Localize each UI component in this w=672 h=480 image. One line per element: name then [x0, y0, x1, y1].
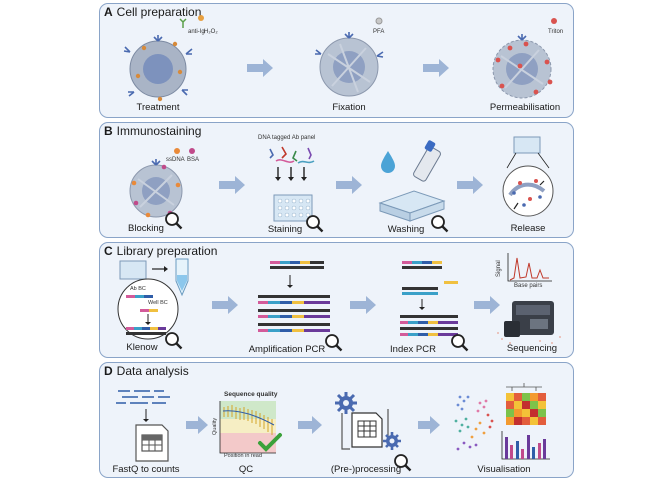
panel-data-analysis: D Data analysis — [99, 362, 574, 478]
check-icon — [258, 433, 282, 452]
sequencer-icon — [497, 301, 561, 344]
stage-preprocessing: (Pre-)processing — [330, 464, 402, 475]
stage-fixation: Fixation — [332, 102, 366, 113]
base-pairs-label: Base pairs — [514, 283, 543, 289]
processing-table-icon — [341, 409, 389, 450]
qc-chart-icon — [219, 401, 276, 454]
panel-letter: A — [104, 5, 113, 19]
panel-title: C Library preparation — [104, 244, 217, 258]
panel-title: A Cell preparation — [104, 5, 201, 19]
ssdna-legend-icon — [174, 148, 180, 154]
stage-amplification-pcr: Amplification PCR — [248, 344, 326, 355]
well-plate-icon — [273, 194, 313, 222]
panel-title: B Immunostaining — [104, 124, 201, 138]
blocking-cell-icon — [129, 159, 183, 218]
release-plate-icon — [502, 136, 554, 217]
immunostaining-illustration — [129, 136, 554, 233]
panel-cell-preparation: A Cell preparation — [99, 3, 574, 118]
bar-plot-icon — [501, 431, 550, 460]
triton-label: Triton — [548, 29, 564, 35]
signal-label: Signal — [496, 260, 502, 277]
ssdna-label: ssDNA — [166, 157, 185, 163]
gear-icon — [335, 392, 357, 414]
gear-icon — [383, 432, 401, 450]
stage-blocking: Blocking — [128, 223, 164, 234]
data-analysis-illustration — [116, 383, 550, 472]
panel-letter: C — [104, 244, 113, 258]
flow-arrow-icon — [219, 176, 483, 194]
antibody-panel-icon — [269, 146, 315, 181]
stage-fastq-to-counts: FastQ to counts — [112, 464, 180, 475]
cell-preparation-illustration — [123, 15, 557, 102]
pfa-label: PFA — [373, 29, 385, 35]
pfa-legend-icon — [375, 17, 383, 25]
anti-ig-legend-icon — [179, 18, 187, 28]
permeabilisation-cell-icon — [492, 34, 553, 99]
klenow-plate-icon — [119, 260, 168, 280]
count-table-icon — [135, 424, 169, 462]
water-drop-icon — [381, 151, 395, 173]
amplification-pcr-icon — [258, 261, 330, 332]
bsa-label: BSA — [187, 157, 200, 163]
stage-washing: Washing — [387, 224, 425, 235]
stage-treatment: Treatment — [136, 102, 180, 113]
panel-title-text: Immunostaining — [116, 124, 202, 138]
ab-bc-label: Ab BC — [130, 286, 146, 292]
magnifier-icon — [431, 215, 449, 233]
magnifier-icon — [451, 334, 469, 352]
umap-scatter-icon — [454, 395, 494, 451]
triton-legend-icon — [551, 18, 557, 24]
sequence-quality-label: Sequence quality — [224, 391, 278, 398]
stage-sequencing: Sequencing — [506, 343, 558, 354]
magnifier-icon — [306, 215, 324, 233]
bsa-legend-icon — [189, 148, 195, 154]
panel-title: D Data analysis — [104, 364, 189, 378]
stage-release: Release — [510, 223, 546, 234]
flow-arrow-icon — [212, 296, 500, 314]
library-preparation-illustration — [117, 253, 561, 352]
index-pcr-icon — [400, 261, 458, 336]
magnifier-icon — [165, 332, 183, 350]
stage-klenow: Klenow — [126, 342, 158, 353]
magnifier-icon — [394, 454, 412, 472]
klenow-zoom-icon — [117, 278, 179, 340]
stage-staining: Staining — [267, 224, 303, 235]
washing-plate-icon — [378, 190, 446, 222]
stage-permeabilisation: Permeabilisation — [489, 102, 561, 113]
heatmap-icon — [506, 383, 546, 425]
stage-visualisation: Visualisation — [477, 464, 531, 475]
h2o2-legend-icon — [198, 15, 204, 21]
panel-library-preparation: C Library preparation — [99, 242, 574, 358]
panel-letter: D — [104, 364, 113, 378]
panel-title-text: Cell preparation — [116, 5, 202, 19]
treatment-cell-icon — [123, 35, 193, 102]
magnifier-icon — [165, 212, 183, 230]
panel-title-text: Library preparation — [116, 244, 218, 258]
flow-arrow-icon — [247, 59, 449, 77]
quality-label: Quality — [212, 417, 218, 435]
panel-title-text: Data analysis — [116, 364, 189, 378]
pipette-icon — [413, 140, 441, 182]
anti-ig-label: anti-Ig — [188, 29, 205, 35]
h2o2-label: H₂O₂ — [204, 29, 218, 35]
stage-index-pcr: Index PCR — [390, 344, 436, 355]
well-bc-label: Well BC — [148, 300, 168, 306]
panel-letter: B — [104, 124, 113, 138]
position-in-read-label: Position in read — [224, 453, 262, 459]
fastq-reads-icon — [116, 390, 170, 404]
tube-icon — [175, 258, 189, 297]
panel-immunostaining: B Immunostaining — [99, 122, 574, 238]
ab-panel-label: DNA tagged Ab panel — [258, 135, 316, 141]
signal-chart-icon — [507, 253, 552, 282]
stage-qc: QC — [238, 464, 254, 475]
fixation-cell-icon — [315, 32, 384, 97]
flow-arrow-icon — [186, 416, 440, 434]
magnifier-icon — [325, 334, 343, 352]
